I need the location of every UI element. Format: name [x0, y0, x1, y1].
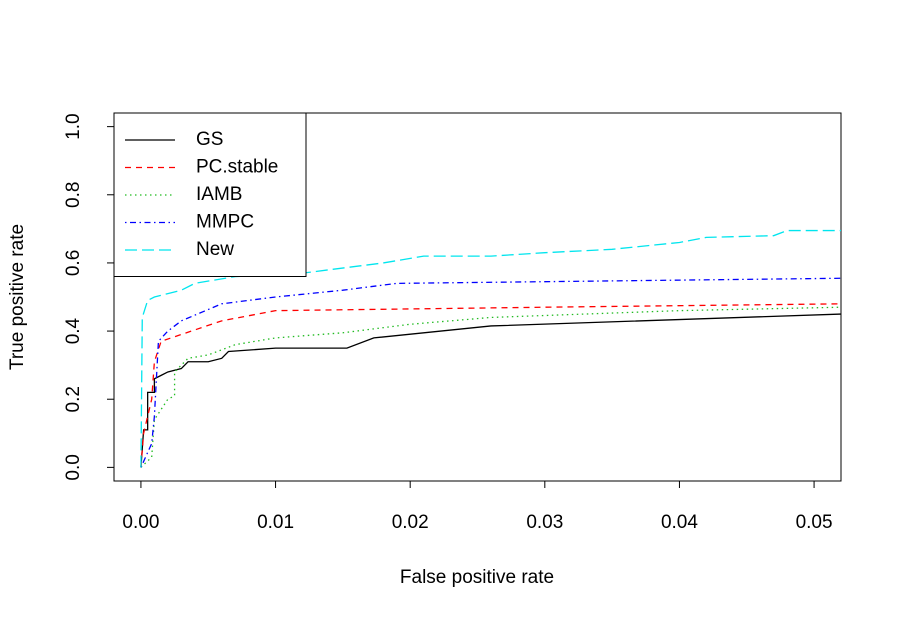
y-tick-label: 0.0 — [63, 454, 84, 480]
x-tick-label: 0.01 — [257, 512, 294, 533]
series-line — [140, 306, 842, 468]
x-tick-label: 0.03 — [526, 512, 563, 533]
legend-label: IAMB — [196, 184, 242, 205]
x-axis-label: False positive rate — [400, 567, 554, 588]
y-axis-label: True positive rate — [7, 224, 28, 370]
legend-label: GS — [196, 129, 223, 150]
series-line — [140, 229, 841, 468]
series-line — [140, 303, 842, 468]
y-tick-label: 0.4 — [63, 317, 84, 344]
legend-label: New — [196, 239, 234, 260]
series-line — [140, 277, 842, 468]
y-tick-label: 0.8 — [63, 182, 84, 208]
x-tick-label: 0.04 — [661, 512, 698, 533]
y-tick-label: 0.6 — [63, 250, 84, 276]
legend-label: MMPC — [196, 212, 254, 233]
x-tick-label: 0.02 — [392, 512, 429, 533]
x-tick-label: 0.00 — [122, 512, 159, 533]
x-tick-label: 0.05 — [796, 512, 833, 533]
series-line — [140, 313, 842, 468]
legend-label: PC.stable — [196, 157, 278, 178]
y-tick-label: 1.0 — [63, 113, 84, 139]
y-tick-label: 0.2 — [63, 386, 84, 412]
